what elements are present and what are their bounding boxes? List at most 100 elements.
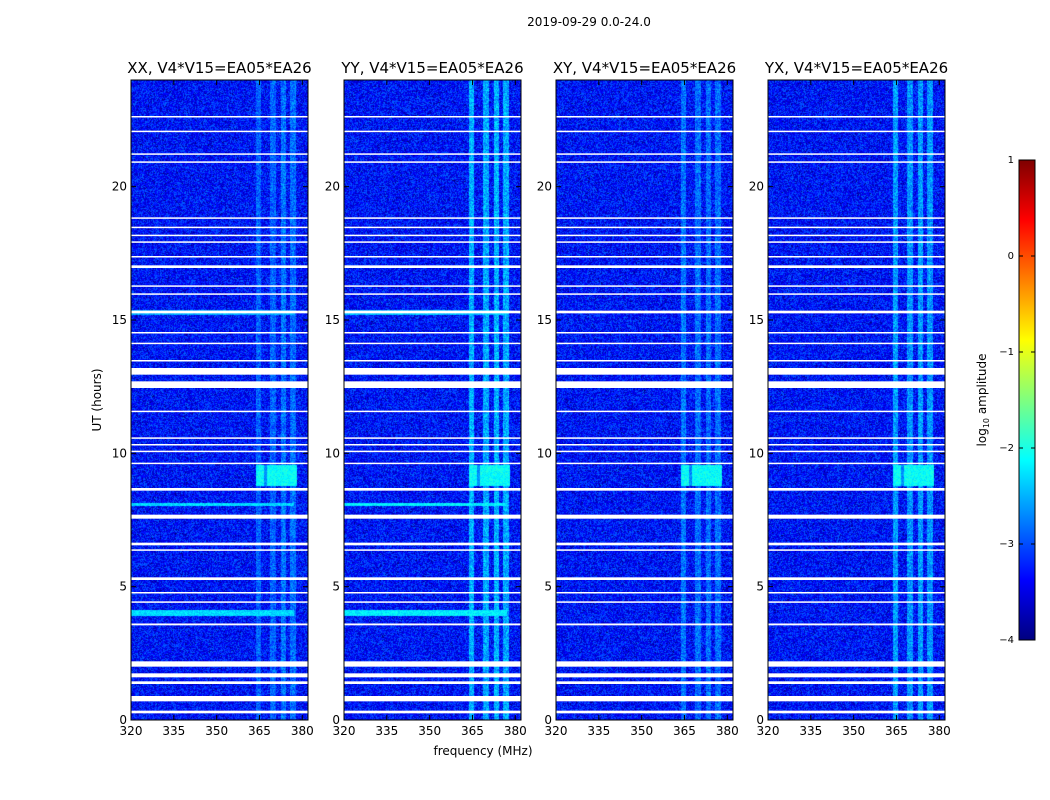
flagged-band xyxy=(131,542,308,546)
flagged-band xyxy=(131,488,308,491)
flagged-band xyxy=(344,673,521,678)
flagged-band xyxy=(768,592,945,594)
flagged-band xyxy=(344,342,521,345)
x-tick-label: 365 xyxy=(885,724,908,738)
y-tick-label: 0 xyxy=(332,713,340,727)
panel-title: XY, V4*V15=EA05*EA26 xyxy=(553,59,736,77)
flagged-band xyxy=(344,514,521,519)
flagged-band xyxy=(344,696,521,702)
flagged-band xyxy=(556,130,733,133)
flagged-band xyxy=(556,217,733,219)
flagged-band xyxy=(768,293,945,295)
y-tick-label: 10 xyxy=(112,446,127,460)
y-tick-label: 20 xyxy=(325,180,340,194)
flagged-band xyxy=(556,514,733,519)
flagged-band xyxy=(131,661,308,667)
flagged-band xyxy=(556,153,733,155)
flagged-band xyxy=(768,444,945,446)
flagged-band xyxy=(131,681,308,684)
flagged-band xyxy=(556,116,733,118)
panel-frame xyxy=(555,79,734,721)
flagged-band xyxy=(556,444,733,446)
x-tick-label: 350 xyxy=(630,724,653,738)
y-tick-label: 5 xyxy=(544,580,552,594)
flagged-band xyxy=(344,265,521,268)
flagged-band xyxy=(556,542,733,546)
y-tick-label: 10 xyxy=(537,446,552,460)
y-tick-label: 5 xyxy=(756,580,764,594)
flagged-band xyxy=(344,542,521,546)
flagged-band xyxy=(556,265,733,268)
flagged-band xyxy=(344,217,521,219)
flagged-band xyxy=(768,462,945,465)
heatmap-image xyxy=(556,80,733,720)
flagged-band xyxy=(131,116,308,118)
x-tick-label: 350 xyxy=(205,724,228,738)
flagged-band xyxy=(131,381,308,388)
flagged-band xyxy=(344,592,521,594)
x-tick-label: 350 xyxy=(842,724,865,738)
flagged-band xyxy=(131,592,308,594)
flagged-band xyxy=(556,342,733,345)
flagged-band xyxy=(768,661,945,667)
flagged-band xyxy=(768,488,945,491)
flagged-band xyxy=(556,696,733,702)
panel-title: XX, V4*V15=EA05*EA26 xyxy=(127,59,311,77)
flagged-band xyxy=(556,234,733,237)
flagged-band xyxy=(556,661,733,667)
x-tick-label: 320 xyxy=(333,724,356,738)
panel-frame xyxy=(767,79,946,721)
x-tick-label: 350 xyxy=(418,724,441,738)
figure-suptitle: 2019-09-29 0.0-24.0 xyxy=(527,15,651,29)
flagged-band xyxy=(556,293,733,295)
x-tick-label: 320 xyxy=(545,724,568,738)
flagged-band xyxy=(556,381,733,388)
flagged-band xyxy=(344,116,521,118)
x-tick-label: 335 xyxy=(799,724,822,738)
colorbar-tick-label: −4 xyxy=(999,635,1014,646)
flagged-band xyxy=(768,696,945,702)
flagged-band xyxy=(768,130,945,133)
flagged-band xyxy=(344,285,521,287)
flagged-band xyxy=(344,549,521,551)
flagged-band xyxy=(344,130,521,133)
colorbar: 1 0 −1 −2 −3 −4 log10 amplitude xyxy=(975,155,1036,646)
flagged-band xyxy=(131,673,308,678)
flagged-band xyxy=(344,241,521,243)
flagged-band xyxy=(344,410,521,413)
flagged-band xyxy=(344,450,521,453)
x-tick-label: 380 xyxy=(504,724,527,738)
flagged-band xyxy=(131,130,308,133)
x-tick-label: 365 xyxy=(248,724,271,738)
flagged-band xyxy=(344,368,521,375)
y-tick-label: 10 xyxy=(749,446,764,460)
heatmap-image xyxy=(768,80,945,720)
flagged-band xyxy=(131,577,308,580)
flagged-band xyxy=(768,332,945,334)
colorbar-gradient xyxy=(1019,160,1035,640)
flagged-band xyxy=(768,226,945,229)
flagged-band xyxy=(768,410,945,413)
flagged-band xyxy=(131,342,308,345)
flagged-band xyxy=(768,256,945,258)
colorbar-frame xyxy=(1018,159,1036,641)
flagged-band xyxy=(768,161,945,163)
flagged-band xyxy=(344,577,521,580)
y-tick-label: 15 xyxy=(112,313,127,327)
flagged-band xyxy=(556,285,733,287)
flagged-band xyxy=(556,710,733,714)
flagged-band xyxy=(768,514,945,519)
flagged-band xyxy=(344,623,521,626)
heatmap-image xyxy=(131,80,308,720)
flagged-band xyxy=(768,241,945,243)
flagged-band xyxy=(131,293,308,295)
flagged-band xyxy=(768,368,945,375)
flagged-band xyxy=(131,234,308,237)
flagged-band xyxy=(131,462,308,465)
colorbar-tick-label: −2 xyxy=(999,443,1014,454)
flagged-band xyxy=(131,285,308,287)
y-tick-label: 15 xyxy=(749,313,764,327)
panel-frame xyxy=(130,79,309,721)
flagged-band xyxy=(131,332,308,334)
flagged-band xyxy=(556,368,733,375)
